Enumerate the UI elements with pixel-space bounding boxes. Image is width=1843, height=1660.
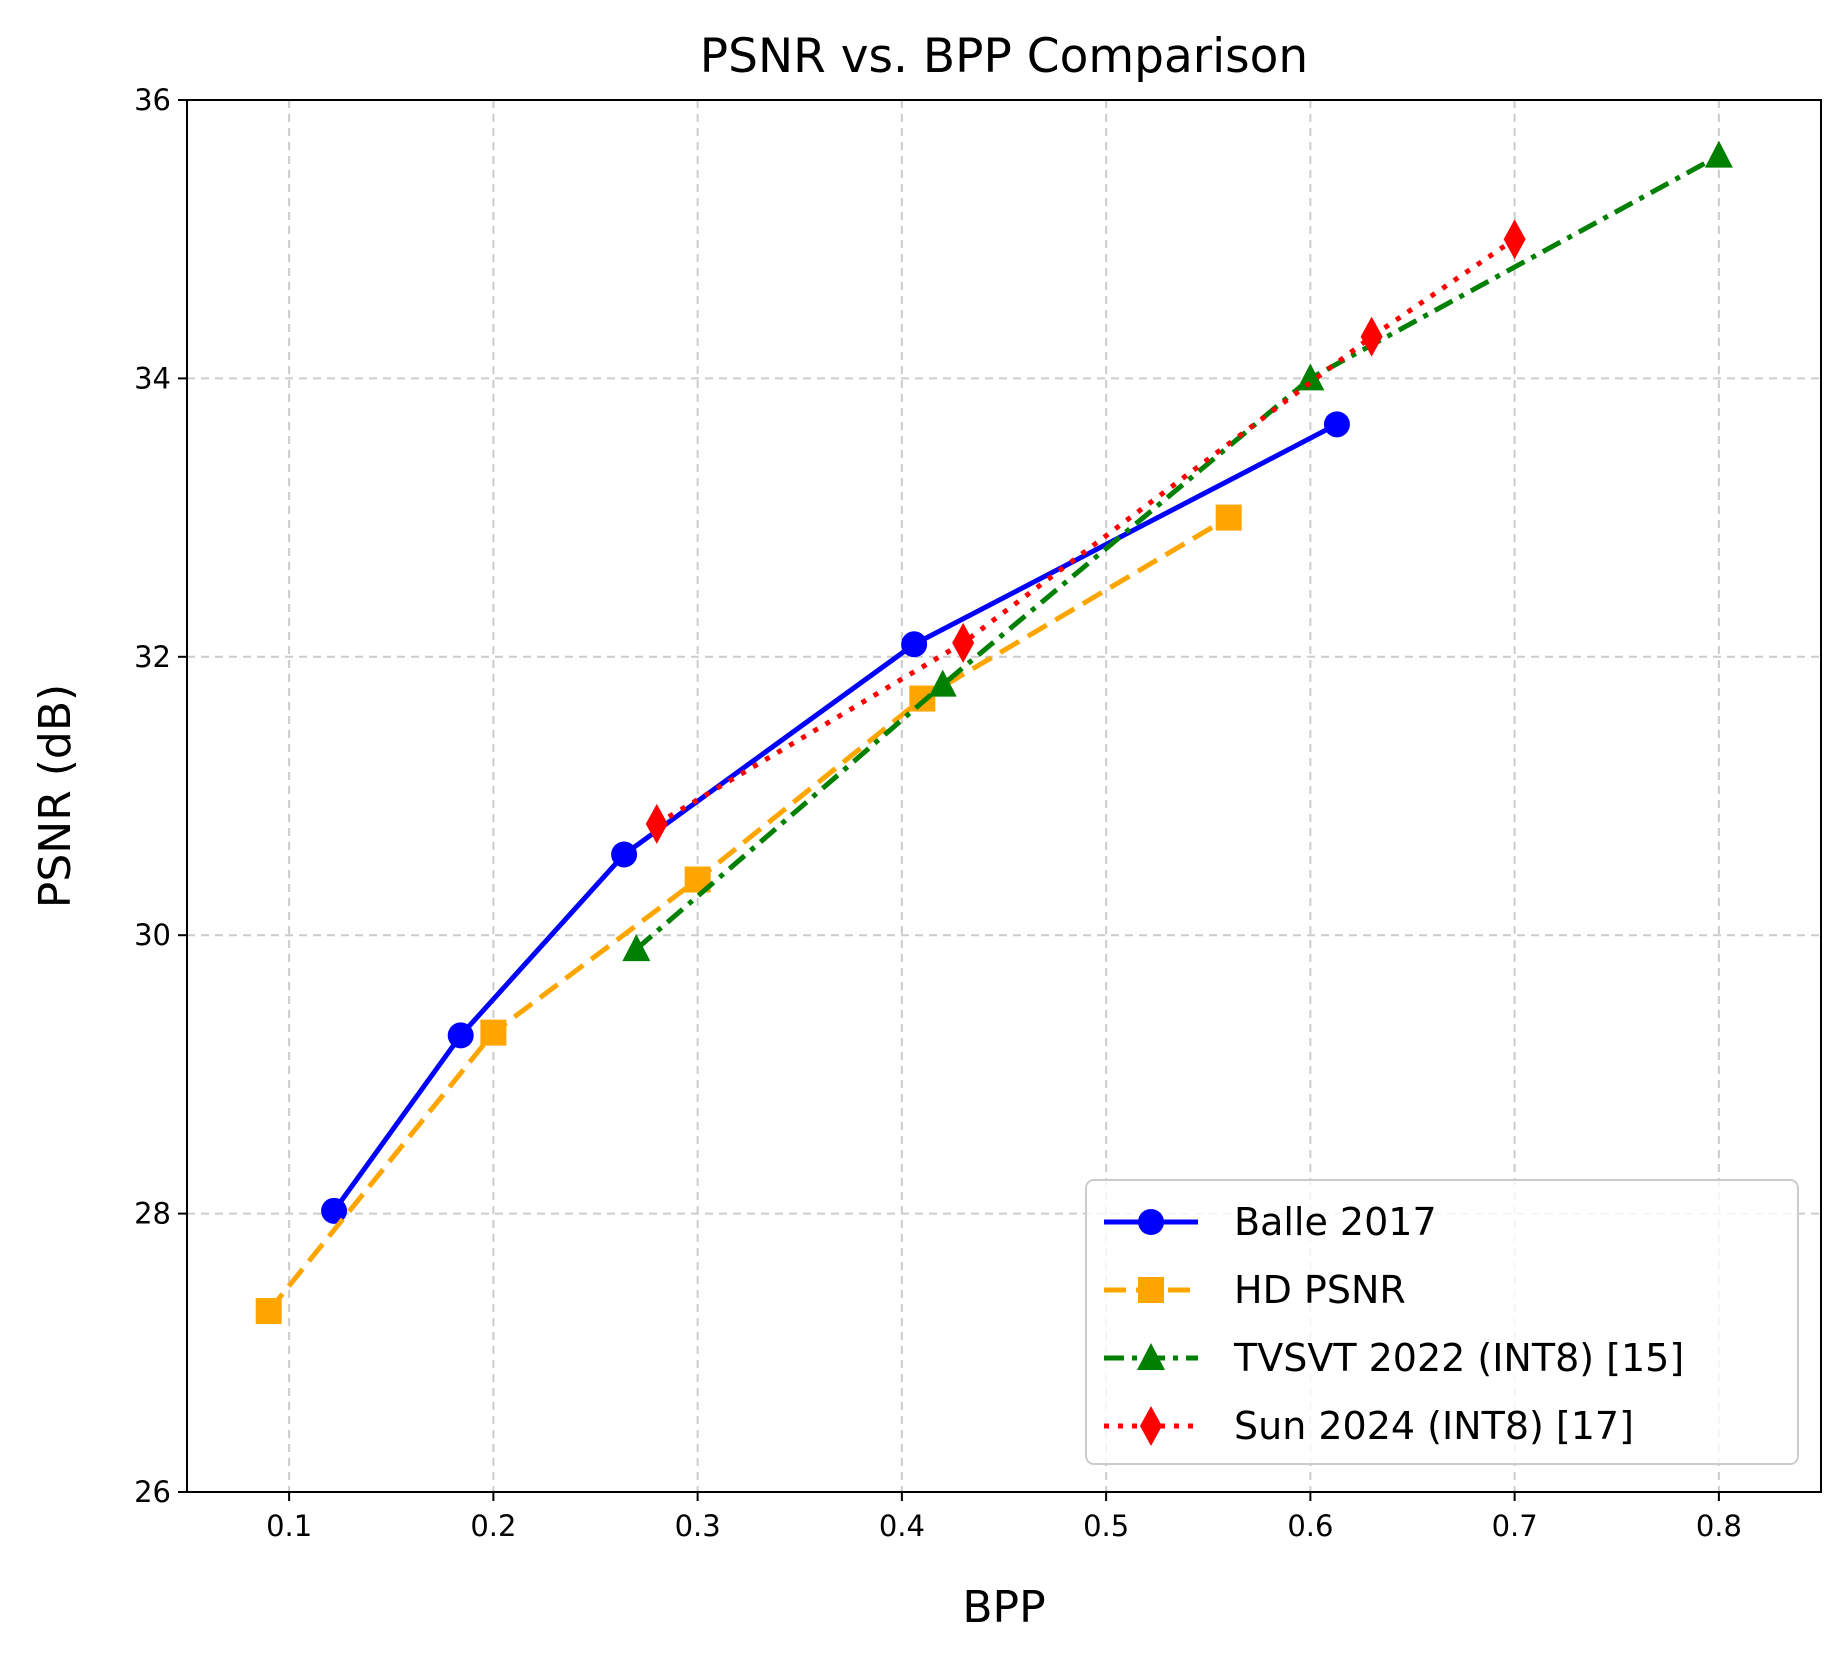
- x-tick-label: 0.3: [675, 1509, 721, 1543]
- data-point: [901, 631, 928, 658]
- chart-title: PSNR vs. BPP Comparison: [700, 29, 1308, 84]
- data-point: [321, 1197, 348, 1224]
- legend-marker: [1140, 1406, 1162, 1446]
- legend-item: HD PSNR: [1104, 1268, 1406, 1312]
- y-tick-label: 32: [134, 640, 171, 674]
- data-point: [255, 1298, 282, 1325]
- data-point: [480, 1019, 507, 1046]
- data-point: [909, 685, 936, 712]
- legend: Balle 2017 HD PSNR TVSVT 2022 (INT8) [15] S…: [1085, 1179, 1799, 1465]
- y-tick-label: 30: [134, 918, 171, 952]
- data-point: [622, 934, 651, 962]
- y-axis-ticks: 26 28 30 32 34 36: [134, 83, 187, 1509]
- x-axis-ticks: 0.1 0.2 0.3 0.4 0.5 0.6 0.7 0.8: [266, 1492, 1742, 1543]
- x-tick-label: 0.6: [1287, 1509, 1333, 1543]
- x-tick-label: 0.2: [470, 1509, 516, 1543]
- y-tick-label: 36: [134, 83, 171, 117]
- legend-label: Sun 2024 (INT8) [17]: [1234, 1404, 1634, 1448]
- series-line: [655, 237, 1517, 826]
- data-point: [1503, 219, 1526, 260]
- y-tick-label: 26: [134, 1475, 171, 1509]
- series-4: [645, 219, 1526, 844]
- y-axis-label: PSNR (dB): [30, 684, 81, 908]
- data-point: [1704, 140, 1733, 168]
- data-point: [1215, 504, 1242, 531]
- series-line: [634, 153, 1721, 952]
- x-tick-label: 0.5: [1083, 1509, 1129, 1543]
- x-tick-label: 0.8: [1696, 1509, 1742, 1543]
- legend-item: Sun 2024 (INT8) [17]: [1104, 1404, 1634, 1448]
- data-point: [645, 803, 668, 844]
- data-point: [447, 1022, 474, 1049]
- data-point: [952, 622, 975, 663]
- series-1: [321, 411, 1350, 1224]
- legend-label: Balle 2017: [1234, 1200, 1437, 1244]
- x-axis-label: BPP: [962, 1582, 1045, 1633]
- x-tick-label: 0.1: [266, 1509, 312, 1543]
- legend-item: TVSVT 2022 (INT8) [15]: [1104, 1336, 1684, 1380]
- legend-marker: [1138, 1209, 1164, 1235]
- legend-label: TVSVT 2022 (INT8) [15]: [1233, 1336, 1684, 1380]
- legend-marker: [1138, 1277, 1164, 1303]
- y-tick-label: 28: [134, 1197, 171, 1231]
- legend-marker: [1137, 1343, 1165, 1370]
- series-layer: [255, 140, 1733, 1325]
- data-point: [1360, 316, 1383, 357]
- series-3: [622, 140, 1733, 962]
- x-tick-label: 0.4: [879, 1509, 925, 1543]
- data-point: [928, 669, 957, 697]
- y-tick-label: 34: [134, 361, 171, 395]
- data-point: [611, 841, 638, 868]
- plot-frame: [186, 99, 1822, 1493]
- x-tick-label: 0.7: [1492, 1509, 1538, 1543]
- legend-item: Balle 2017: [1104, 1200, 1437, 1244]
- legend-label: HD PSNR: [1234, 1268, 1406, 1312]
- data-point: [1296, 363, 1325, 391]
- data-point: [1323, 411, 1350, 438]
- legend-box: [1085, 1179, 1799, 1465]
